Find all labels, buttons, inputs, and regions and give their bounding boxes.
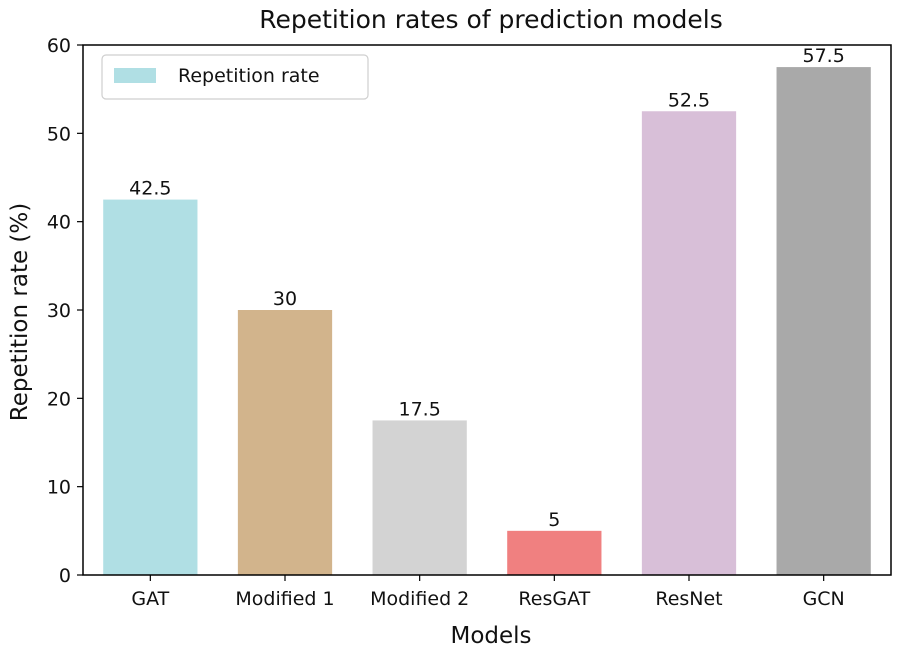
bar-modified-1 [237,310,333,575]
bar-resgat [507,530,602,575]
legend-label: Repetition rate [178,65,320,87]
legend-box [101,54,369,100]
y-tick-label: 40 [47,212,71,234]
x-tick-label: GAT [131,588,169,610]
bar-gat [103,199,198,576]
data-label-resnet: 52.5 [668,89,710,111]
y-axis-label: Repetition rate (%) [7,203,33,421]
data-label-resgat: 5 [548,509,560,531]
y-tick-label: 60 [47,35,71,57]
y-tick-label: 50 [47,123,71,145]
x-tick-label: ResGAT [518,588,590,610]
x-tick-label: Modified 2 [370,588,469,610]
y-ticks-group: 0 10 20 30 40 50 60 [47,35,83,587]
data-label-gcn: 57.5 [803,45,845,67]
x-ticks-group: GAT Modified 1 Modified 2 ResGAT ResNet GCN [131,575,845,610]
bar-gcn [776,67,871,575]
y-tick-label: 20 [47,388,71,410]
legend-swatch [114,68,156,83]
data-label-modified-1: 30 [273,288,297,310]
legend: Repetition rate [101,54,369,100]
data-label-gat: 42.5 [129,178,171,200]
plot-frame [82,44,892,576]
bar-resnet [641,111,737,575]
x-tick-label: ResNet [655,588,722,610]
bar-modified-2 [372,420,467,575]
chart-title: Repetition rates of prediction models [259,5,723,34]
x-tick-label: Modified 1 [235,588,334,610]
x-tick-label: GCN [803,588,845,610]
data-label-modified-2: 17.5 [399,398,441,420]
y-tick-label: 0 [59,565,71,587]
data-labels-group: 42.5 30 17.5 5 52.5 57.5 [129,45,845,531]
y-tick-label: 10 [47,477,71,499]
x-axis-label: Models [450,623,531,649]
bars-group [103,67,871,576]
y-tick-label: 30 [47,300,71,322]
